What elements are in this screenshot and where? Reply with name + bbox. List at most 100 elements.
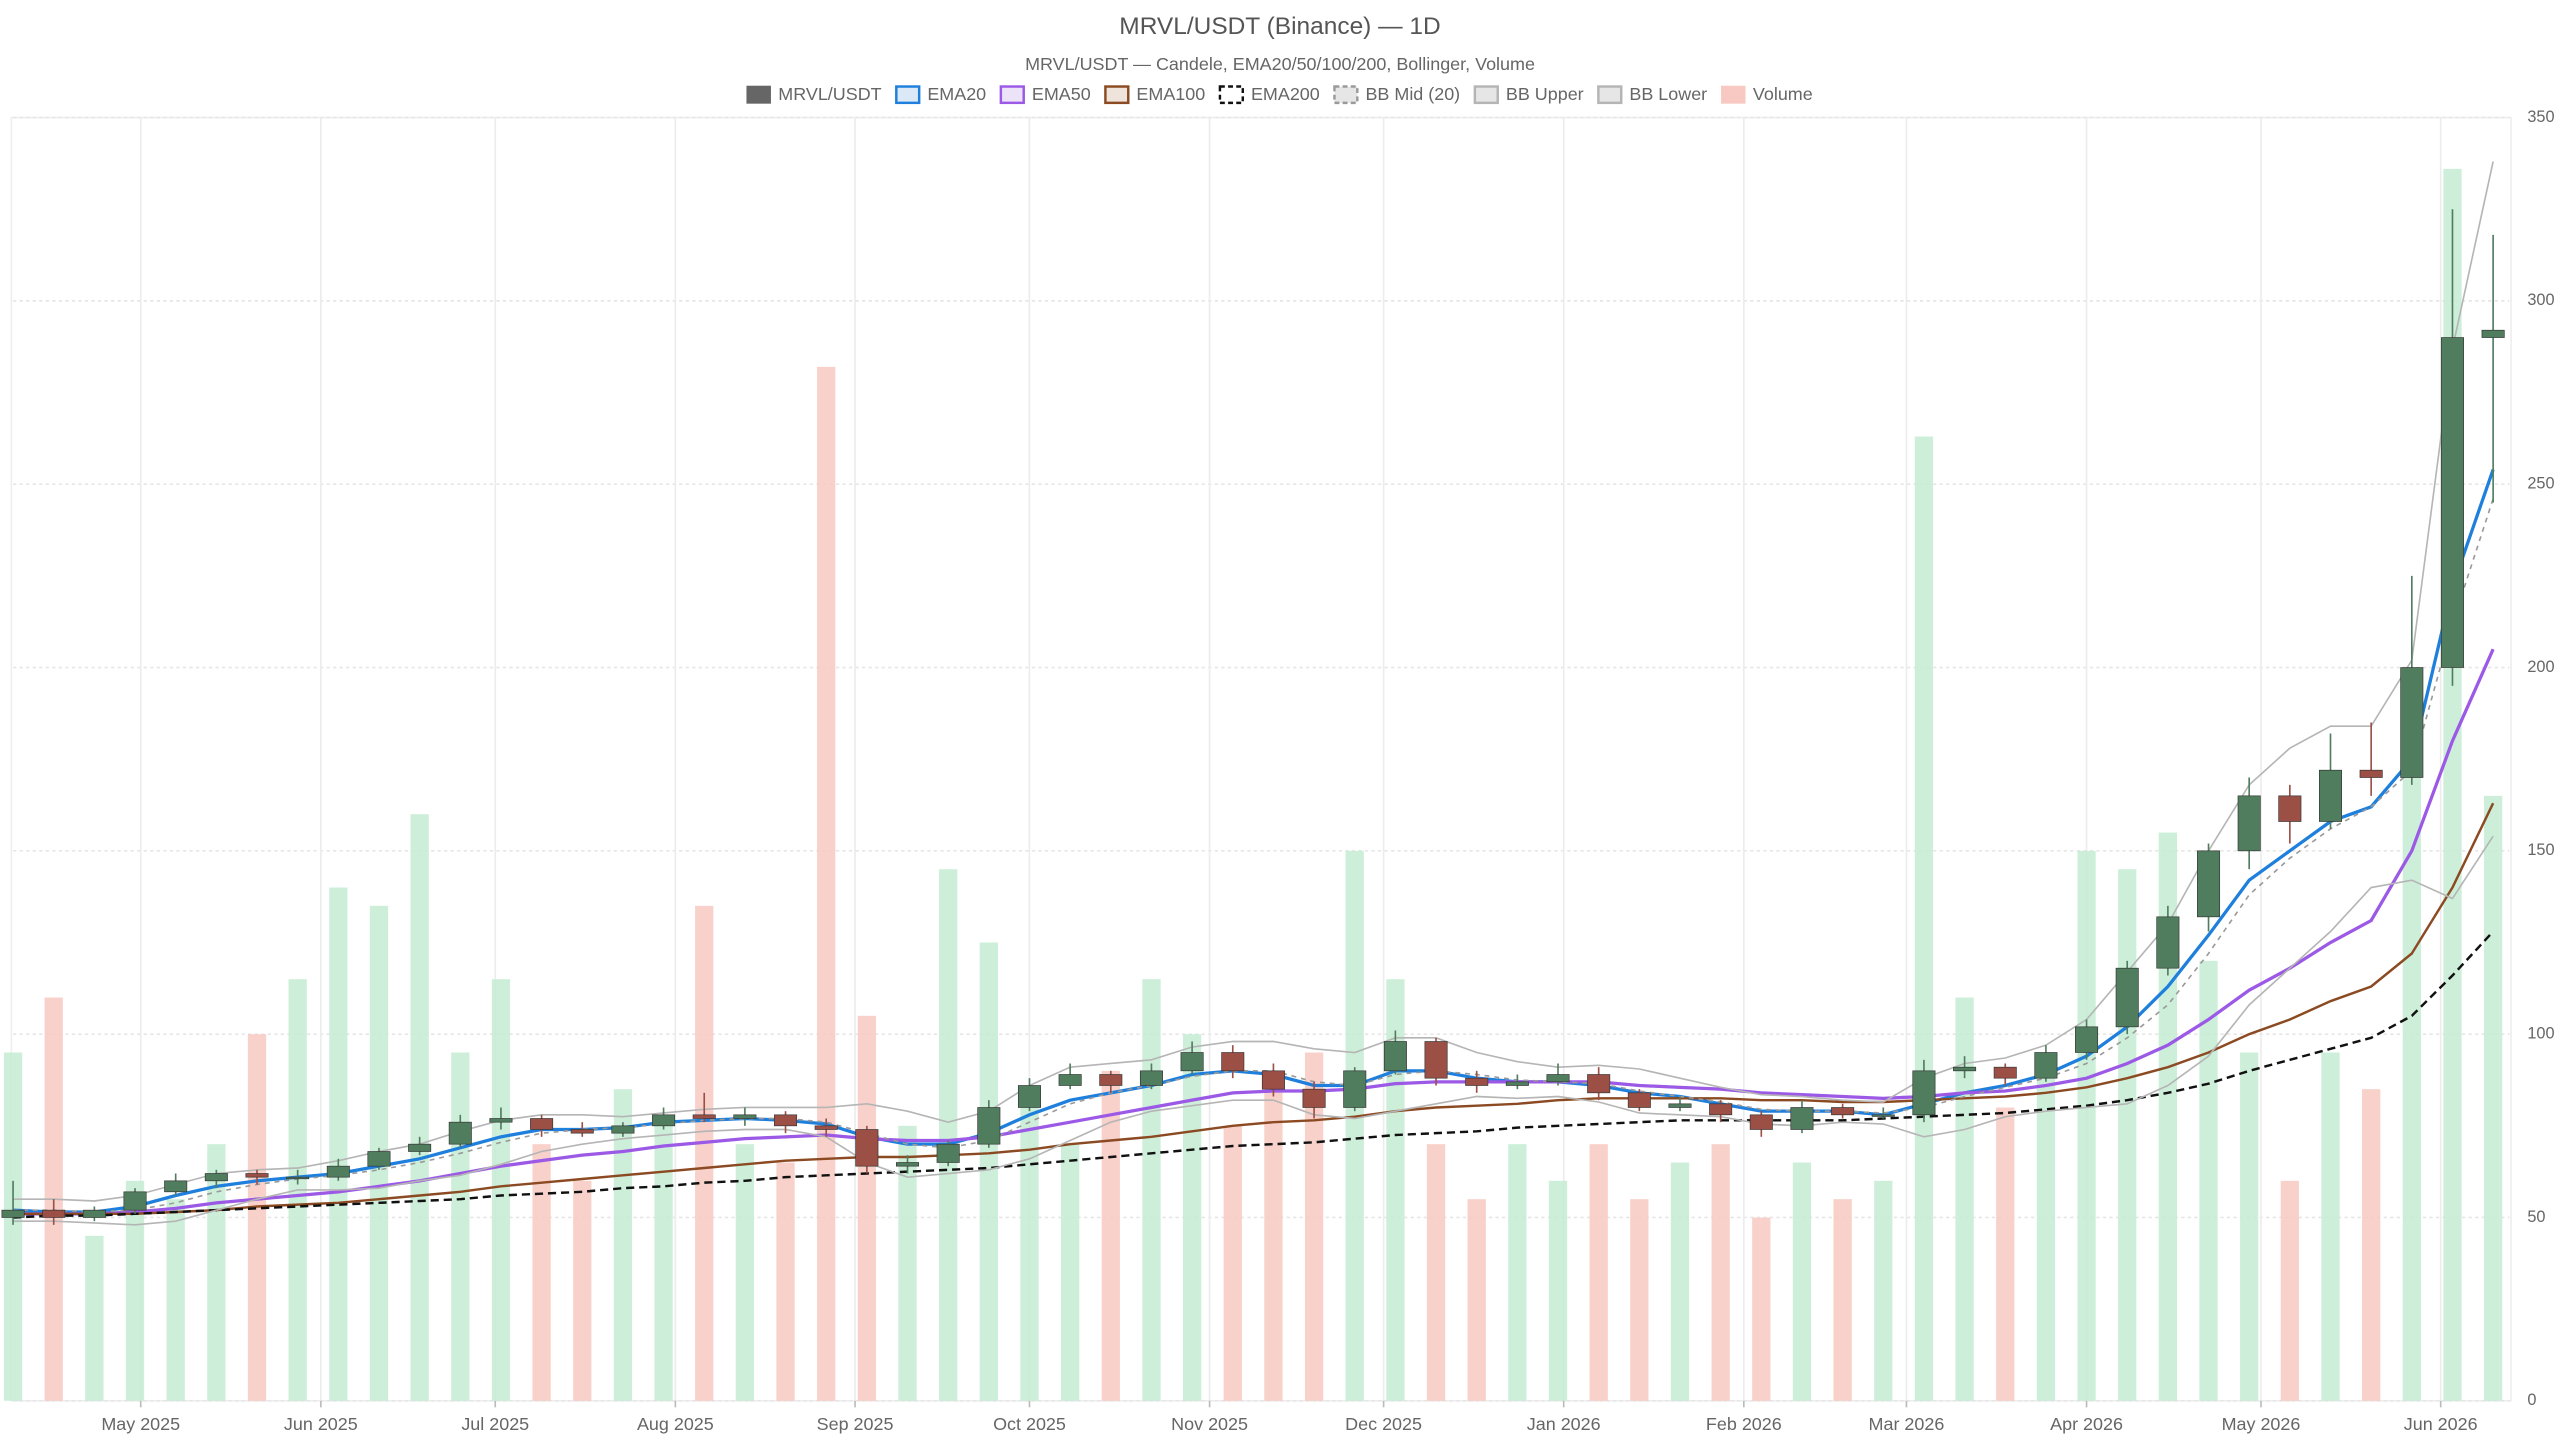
volume-bar xyxy=(857,1015,877,1401)
x-tick-label: Jun 2025 xyxy=(284,1414,358,1434)
candle-body xyxy=(2197,850,2221,918)
y-tick-label: 150 xyxy=(2527,841,2554,859)
candle-body xyxy=(42,1209,66,1218)
volume-bar xyxy=(776,1162,795,1401)
candle-body xyxy=(1017,1085,1041,1108)
legend-label: EMA100 xyxy=(1136,84,1205,104)
legend-item: BB Lower xyxy=(1597,84,1707,104)
line-ema100 xyxy=(13,802,2495,1216)
legend-swatch xyxy=(895,85,921,105)
candle-body xyxy=(123,1191,147,1211)
candle-body xyxy=(286,1176,310,1180)
volume-bar xyxy=(166,1199,185,1401)
candle-body xyxy=(1261,1070,1285,1090)
candle-body xyxy=(448,1121,472,1145)
candle-body xyxy=(896,1162,920,1167)
candle-body xyxy=(1546,1074,1570,1083)
legend-label: BB Mid (20) xyxy=(1365,84,1460,104)
volume-bar xyxy=(1548,1180,1568,1401)
x-tick-label: Feb 2026 xyxy=(1706,1414,1782,1434)
x-tick-label: Nov 2025 xyxy=(1171,1414,1248,1434)
candle-body xyxy=(1993,1066,2017,1079)
y-tick-label: 250 xyxy=(2527,475,2554,493)
candle-body xyxy=(2075,1026,2099,1053)
candle-body xyxy=(1,1209,25,1218)
volume-bar xyxy=(3,1052,23,1401)
volume-bar xyxy=(1711,1144,1730,1401)
y-tick-label: 100 xyxy=(2527,1024,2554,1042)
line-bb-upper xyxy=(13,161,2494,1202)
legend: MRVL/USDT EMA20 EMA50 EMA100 EMA200 BB Mid (2… xyxy=(746,84,1813,105)
lines xyxy=(12,161,2495,1226)
grid xyxy=(10,116,2512,1402)
volume-bar xyxy=(1101,1070,1120,1401)
volume-bar xyxy=(817,366,836,1401)
candle-body xyxy=(936,1143,960,1163)
volume-bar xyxy=(1426,1144,1446,1401)
volume-bar xyxy=(2483,795,2503,1401)
candle-body xyxy=(2278,795,2302,822)
candle-body xyxy=(367,1151,391,1167)
volume-bar xyxy=(979,942,998,1401)
candle-body xyxy=(1099,1074,1123,1086)
volume-bar xyxy=(2036,1070,2056,1401)
volume-bar xyxy=(247,1034,267,1401)
volume-bar xyxy=(491,979,511,1401)
volume-bar xyxy=(2280,1180,2299,1401)
candle-body xyxy=(1953,1066,1977,1072)
legend-item: EMA50 xyxy=(999,84,1091,104)
x-tick-label: Jan 2026 xyxy=(1527,1414,1601,1434)
x-tick-label: Sep 2025 xyxy=(817,1414,894,1434)
candle-body xyxy=(326,1165,350,1178)
candle-body xyxy=(1180,1052,1204,1072)
candle-body xyxy=(489,1118,513,1123)
candle-body xyxy=(1505,1081,1529,1086)
y-tick-label: 200 xyxy=(2527,658,2554,676)
candle-body xyxy=(2115,967,2139,1028)
x-tick-label: Apr 2026 xyxy=(2050,1414,2123,1434)
candle-body xyxy=(2400,667,2424,778)
candle-body xyxy=(855,1129,879,1167)
legend-item: EMA100 xyxy=(1104,84,1205,104)
candle-body xyxy=(1831,1107,1855,1116)
legend-item: MRVL/USDT xyxy=(746,84,882,104)
volume-bar xyxy=(654,1125,673,1401)
candle-body xyxy=(692,1114,716,1119)
candle-body xyxy=(611,1125,635,1134)
legend-label: EMA20 xyxy=(927,84,986,104)
candle-body xyxy=(408,1143,432,1152)
volume-bar xyxy=(1508,1144,1527,1401)
volume-bar xyxy=(1142,979,1161,1401)
volume-bar xyxy=(1833,1199,1852,1401)
volume-bar xyxy=(532,1144,551,1401)
volume-bar xyxy=(125,1180,145,1401)
candles xyxy=(1,209,2505,1225)
volume-bar xyxy=(898,1125,917,1401)
candle-body xyxy=(2318,769,2343,822)
legend-swatch xyxy=(1218,85,1245,105)
y-tick-label: 50 xyxy=(2527,1208,2545,1226)
legend-item: BB Mid (20) xyxy=(1333,84,1460,104)
candle-body xyxy=(1424,1041,1448,1079)
volume-bar xyxy=(2362,1089,2381,1401)
candle-body xyxy=(2237,795,2261,852)
legend-item: Volume xyxy=(1721,84,1813,104)
chart-title: MRVL/USDT (Binance) — 1D xyxy=(1119,13,1440,40)
volume-bar xyxy=(1060,1144,1080,1401)
candle-body xyxy=(1221,1052,1245,1072)
line-ema200 xyxy=(13,930,2495,1219)
volume-bar xyxy=(1223,1125,1242,1401)
x-tick-label: Oct 2025 xyxy=(993,1414,1066,1434)
candle-body xyxy=(82,1209,106,1218)
candle-body xyxy=(977,1107,1001,1145)
volume-bar xyxy=(1589,1144,1608,1401)
legend-label: BB Lower xyxy=(1629,84,1707,104)
candle-body xyxy=(1871,1114,1895,1117)
volume-bar xyxy=(85,1235,104,1401)
y-tick-label: 300 xyxy=(2527,291,2554,309)
volume-bar xyxy=(1996,1107,2015,1401)
line-ema20 xyxy=(12,469,2495,1214)
candle-body xyxy=(1912,1070,1936,1116)
candle-body xyxy=(814,1125,838,1130)
